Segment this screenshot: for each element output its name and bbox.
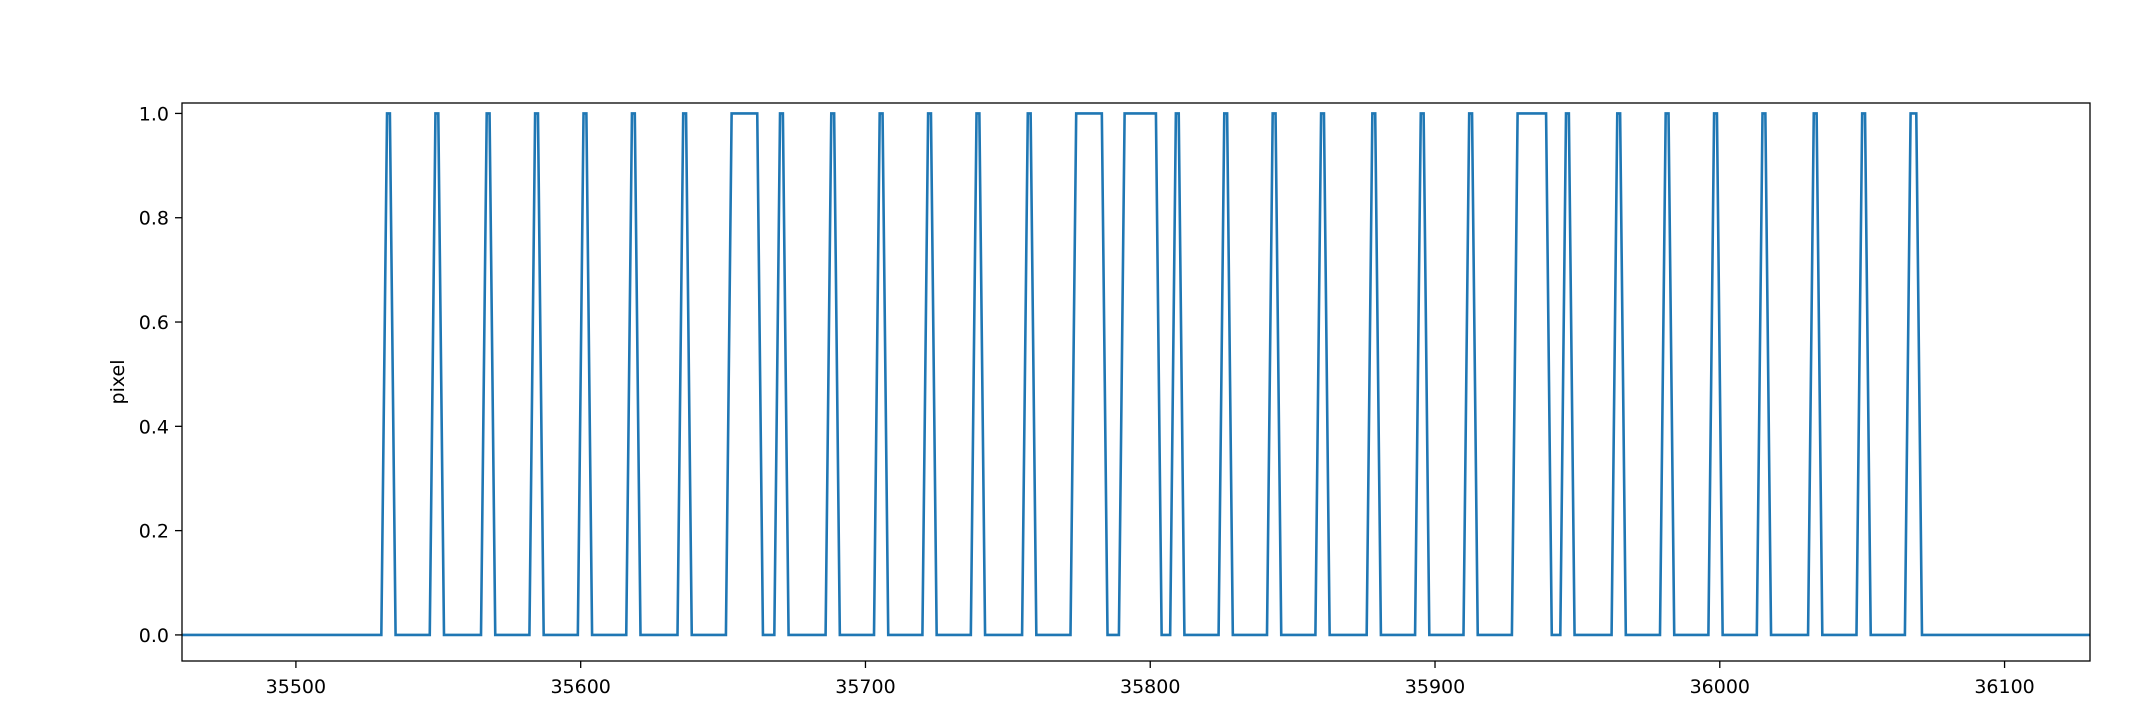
y-tick-label: 0.0 [139, 625, 169, 647]
series-line [182, 112, 2090, 637]
y-axis-label: pixel [107, 360, 129, 405]
x-tick-label: 35600 [550, 676, 610, 698]
plot-frame [181, 102, 2091, 662]
y-tick-label: 0.4 [139, 416, 169, 438]
x-tick-label: 35800 [1120, 676, 1180, 698]
x-axis-ticks: 35500 35600 35700 35800 35900 36000 36100 [266, 661, 2035, 698]
y-tick-label: 1.0 [139, 103, 169, 125]
x-tick-label: 36100 [1974, 676, 2034, 698]
x-tick-label: 35500 [266, 676, 326, 698]
y-tick-label: 0.2 [139, 521, 169, 543]
x-tick-label: 35700 [835, 676, 895, 698]
x-tick-label: 36000 [1690, 676, 1750, 698]
x-tick-label: 35900 [1405, 676, 1465, 698]
y-axis-ticks: 0.0 0.2 0.4 0.6 0.8 1.0 [139, 103, 182, 647]
y-tick-label: 0.6 [139, 312, 169, 334]
y-tick-label: 0.8 [139, 208, 169, 230]
